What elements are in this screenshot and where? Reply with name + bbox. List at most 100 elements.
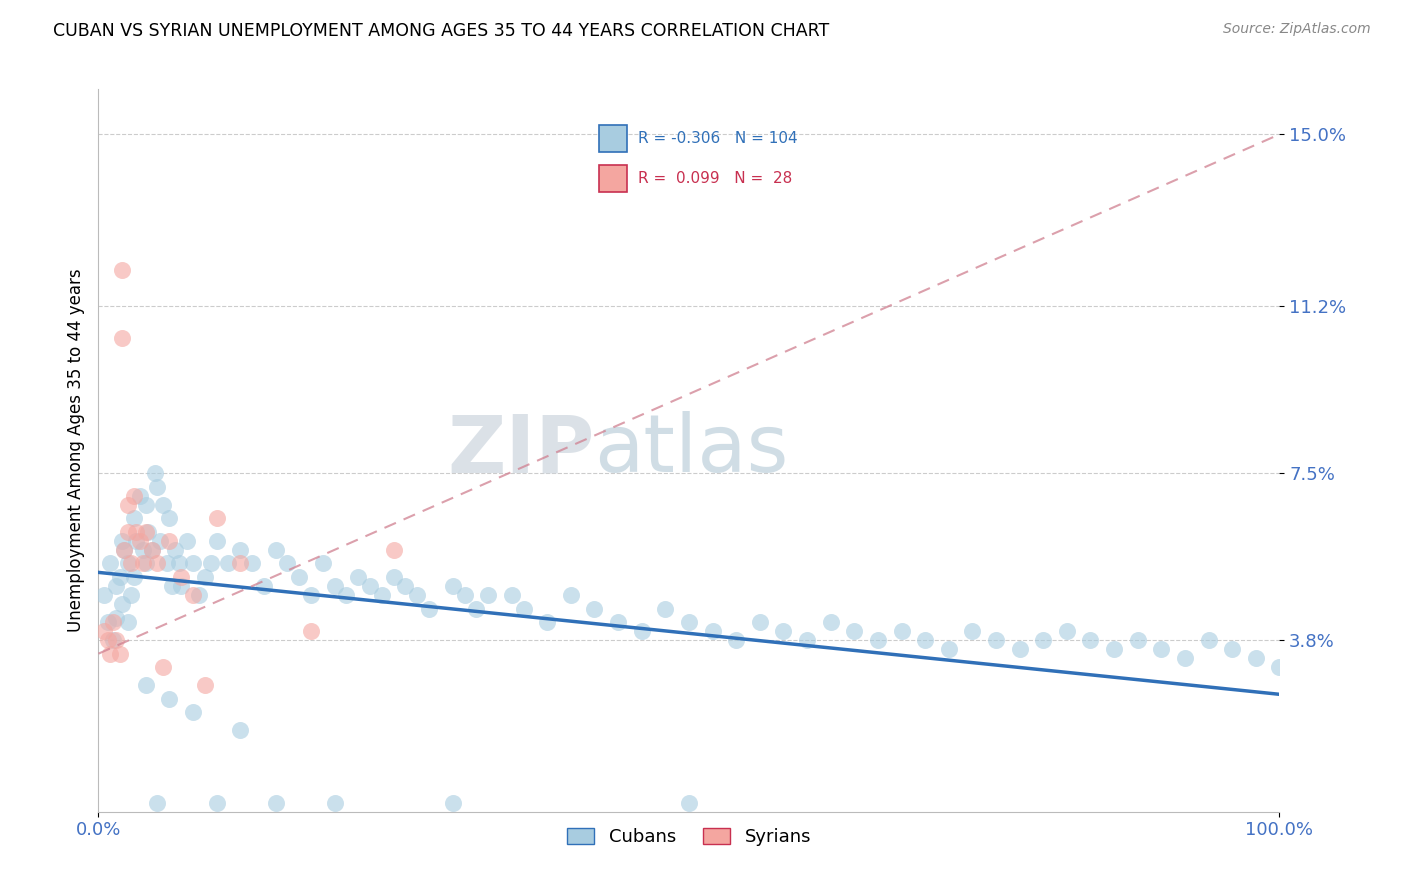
Point [512,601,534,615]
Point [170,579,193,593]
FancyBboxPatch shape [599,165,627,192]
Point [157,511,180,525]
Point [323,579,346,593]
Point [181,706,204,720]
Point [146,796,169,810]
Point [111,262,134,277]
Point [135,557,157,571]
Point [335,588,357,602]
Point [371,588,394,602]
Point [176,533,198,548]
Point [97,615,120,629]
Point [156,557,179,571]
Point [748,615,770,629]
Point [143,466,166,480]
Point [441,579,464,593]
Point [152,660,174,674]
Point [101,633,124,648]
Point [1056,624,1078,639]
Text: ZIP: ZIP [447,411,595,490]
Point [132,542,155,557]
Point [229,723,252,738]
Point [111,597,134,611]
Text: R = -0.306   N = 104: R = -0.306 N = 104 [638,131,799,146]
Point [93,624,115,639]
Point [465,601,488,615]
Point [125,533,148,548]
Point [146,557,169,571]
Point [98,647,121,661]
Point [135,498,157,512]
Point [1008,642,1031,657]
Point [135,678,157,692]
Point [536,615,558,629]
Point [406,588,429,602]
Point [678,796,700,810]
Point [1080,633,1102,648]
Point [181,588,204,602]
Point [288,570,311,584]
Point [1244,651,1267,665]
Point [1198,633,1220,648]
Point [253,579,276,593]
Point [1268,660,1291,674]
Text: R =  0.099   N =  28: R = 0.099 N = 28 [638,171,793,186]
Point [844,624,866,639]
Point [1220,642,1243,657]
Point [607,615,630,629]
Point [157,691,180,706]
Point [205,511,228,525]
Point [962,624,984,639]
Point [136,524,159,539]
Point [678,615,700,629]
Point [122,570,145,584]
Point [501,588,523,602]
Point [152,498,174,512]
Point [796,633,818,648]
Point [122,489,145,503]
Point [914,633,936,648]
Point [299,588,322,602]
Point [112,542,135,557]
Point [654,601,676,615]
Point [1102,642,1125,657]
Point [702,624,724,639]
Point [725,633,748,648]
Point [1126,633,1149,648]
Point [938,642,960,657]
Point [135,524,157,539]
Point [772,624,794,639]
Point [121,588,143,602]
Legend: Cubans, Syrians: Cubans, Syrians [560,821,818,854]
Point [359,579,381,593]
Point [299,624,322,639]
FancyBboxPatch shape [599,125,627,153]
Point [866,633,889,648]
Point [108,570,131,584]
Point [117,498,139,512]
Point [583,601,606,615]
Point [128,533,150,548]
Point [560,588,582,602]
Text: atlas: atlas [595,411,789,490]
Point [128,489,150,503]
Point [167,557,190,571]
Point [117,524,139,539]
Point [217,557,239,571]
Point [200,557,222,571]
Point [240,557,263,571]
Point [394,579,416,593]
Point [890,624,912,639]
Point [97,633,120,648]
Point [323,796,346,810]
Point [112,542,135,557]
Point [418,601,440,615]
Point [194,570,217,584]
Point [93,588,115,602]
Text: CUBAN VS SYRIAN UNEMPLOYMENT AMONG AGES 35 TO 44 YEARS CORRELATION CHART: CUBAN VS SYRIAN UNEMPLOYMENT AMONG AGES … [53,22,830,40]
Point [149,533,172,548]
Point [441,796,464,810]
Point [1174,651,1197,665]
Point [382,542,405,557]
Point [170,570,193,584]
